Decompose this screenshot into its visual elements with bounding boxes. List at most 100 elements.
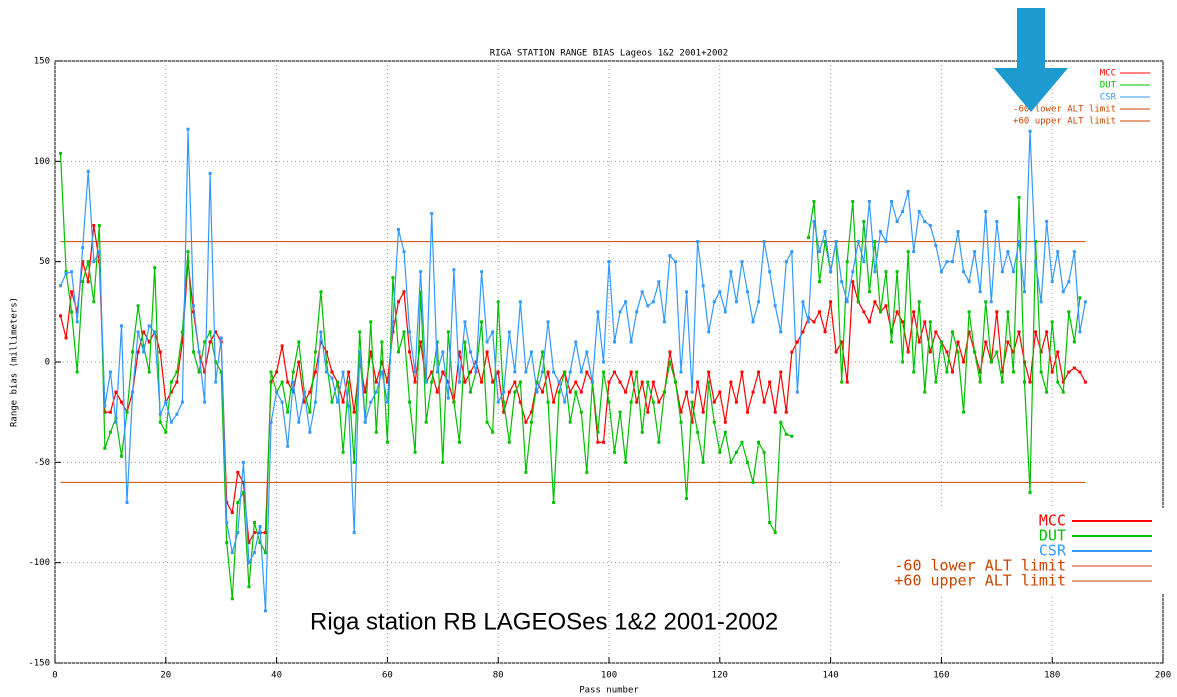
x-tick-label: 80 [493,671,504,681]
point [108,370,112,374]
point [435,340,439,344]
arrow-head [994,68,1068,112]
point [546,370,550,374]
point [673,380,677,384]
point [86,169,90,173]
legend-label: -60 lower ALT limit [1013,105,1116,115]
point [912,370,916,374]
point [723,430,727,434]
point [552,400,556,404]
point [247,541,251,545]
point [186,127,190,131]
point [950,260,954,264]
point [851,270,855,274]
point [408,330,412,334]
point [557,380,561,384]
point [385,400,389,404]
point [823,240,827,244]
point [768,521,772,525]
point [86,280,90,284]
point [579,410,583,414]
point [203,370,207,374]
point [629,400,633,404]
point [668,350,672,354]
point [613,370,617,374]
point [923,390,927,394]
point [651,380,655,384]
point [1072,250,1076,254]
point [513,380,517,384]
point [413,380,417,384]
point [424,420,428,424]
point [956,230,960,234]
point [485,340,489,344]
point [341,400,345,404]
point [491,330,495,334]
point [402,290,406,294]
x-tick-label: 20 [160,671,171,681]
x-tick-label: 140 [822,671,838,681]
point [347,380,351,384]
point [446,330,450,334]
point [369,400,373,404]
point [884,304,888,308]
point [518,380,522,384]
point [319,330,323,334]
point [934,330,938,334]
point [574,340,578,344]
point [236,500,240,504]
point [596,310,600,314]
point [319,340,323,344]
point [862,310,866,314]
point [119,454,123,458]
point [840,380,844,384]
point [1056,350,1060,354]
point [275,370,279,374]
point [158,420,162,424]
x-tick-label: 200 [1155,671,1171,681]
point [186,250,190,254]
point [297,340,301,344]
point [324,350,328,354]
point [729,460,733,464]
point [563,400,567,404]
point [1028,129,1032,133]
x-tick-label: 40 [271,671,282,681]
point [906,250,910,254]
point [801,330,805,334]
point [230,597,234,601]
point [829,270,833,274]
point [934,244,938,248]
point [59,284,63,288]
point [729,380,733,384]
point [806,236,810,240]
point [984,340,988,344]
point [1050,370,1054,374]
point [1078,370,1082,374]
point [673,260,677,264]
point [995,220,999,224]
point [219,370,223,374]
point [153,266,157,270]
point [1034,240,1038,244]
point [169,390,173,394]
point [967,330,971,334]
point [463,380,467,384]
point [956,340,960,344]
point [784,410,788,414]
point [878,310,882,314]
point [180,330,184,334]
point [252,521,256,525]
y-tick-label: -100 [28,558,50,568]
point [70,270,74,274]
point [779,370,783,374]
point [108,410,112,414]
point [308,410,312,414]
point [590,380,594,384]
point [818,310,822,314]
point [762,400,766,404]
point [873,270,877,274]
point [856,300,860,304]
